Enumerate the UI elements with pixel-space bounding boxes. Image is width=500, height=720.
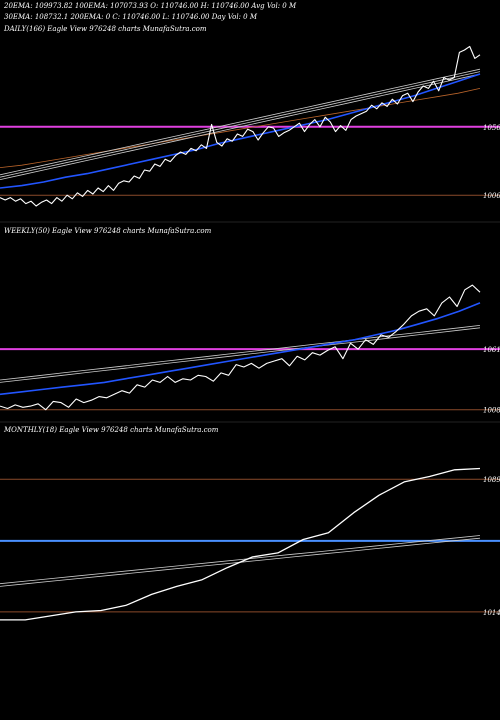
monthly-price-line xyxy=(0,467,481,621)
monthly-ema-band-b-line xyxy=(0,535,481,585)
weekly-ema-band-b-line xyxy=(0,325,481,381)
monthly-tick-label-top: 1089 xyxy=(483,476,500,484)
daily-ema-orange-line xyxy=(0,88,481,168)
daily-ema-band-c-line xyxy=(0,68,481,176)
weekly-ema-blue-line xyxy=(0,302,481,396)
weekly-ema-band-a-line xyxy=(0,327,481,383)
weekly-price-line xyxy=(0,284,481,411)
monthly-panel-label: MONTHLY(18) Eagle View 976248 charts Mun… xyxy=(4,426,219,434)
weekly-panel-label: WEEKLY(50) Eagle View 976248 charts Muna… xyxy=(4,227,212,235)
weekly-tick-label-top: 1061 xyxy=(483,346,500,354)
header-line-1: 20EMA: 109973.82 100EMA: 107073.93 O: 11… xyxy=(4,2,297,10)
weekly-tick-label-bottom: 1008 xyxy=(483,407,500,415)
daily-ema-band-b-line xyxy=(0,71,481,178)
monthly-tick-label-bottom: 1014 xyxy=(483,609,500,617)
daily-ema-band-a-line xyxy=(0,73,481,180)
daily-panel-label: DAILY(166) Eagle View 976248 charts Muna… xyxy=(4,25,207,33)
daily-ema-blue-line xyxy=(0,73,481,189)
header-line-2: 30EMA: 108732.1 200EMA: 0 C: 110746.00 L… xyxy=(4,13,257,21)
daily-tick-label-bottom: 1006 xyxy=(483,192,500,200)
daily-tick-label-top: 1056 xyxy=(483,124,500,132)
daily-price-line xyxy=(0,45,481,207)
